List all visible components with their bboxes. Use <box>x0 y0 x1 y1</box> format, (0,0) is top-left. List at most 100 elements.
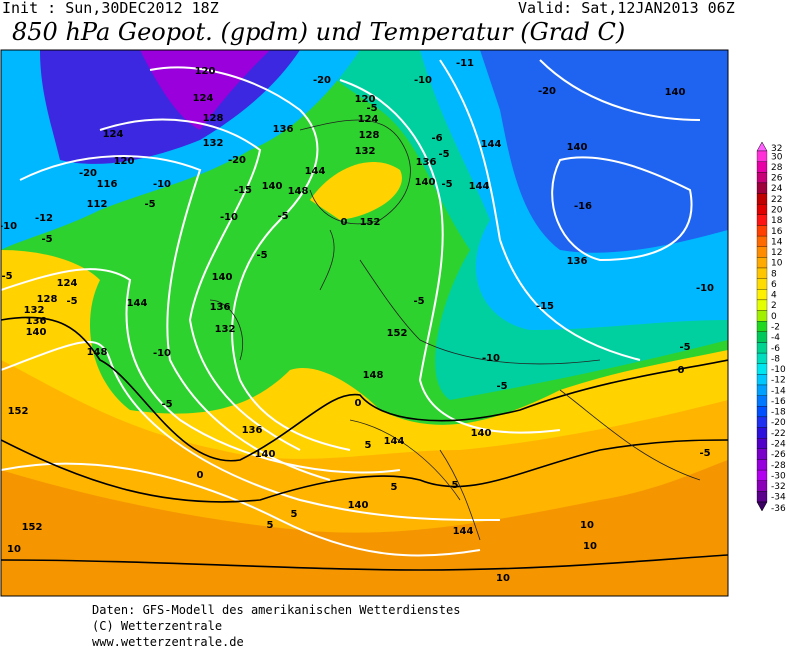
contour-label: 5 <box>452 480 459 491</box>
colorbar-label: 26 <box>771 174 783 184</box>
colorbar-cell <box>756 161 768 173</box>
contour-label: 136 <box>273 124 294 135</box>
contour-label: 0 <box>341 217 348 228</box>
contour-label: -5 <box>366 103 377 114</box>
colorbar-label: -14 <box>771 386 786 396</box>
colorbar-label: -10 <box>771 365 786 375</box>
contour-label: 144 <box>453 526 474 537</box>
contour-label: -5 <box>161 399 172 410</box>
colorbar-label: -6 <box>771 344 780 354</box>
colorbar-cell <box>756 246 768 258</box>
colorbar-label: 2 <box>771 301 777 311</box>
contour-label: -6 <box>431 133 442 144</box>
colorbar-cell <box>756 299 768 311</box>
colorbar-label: -32 <box>771 482 786 492</box>
colorbar-cell <box>756 491 768 503</box>
geopotential-contours <box>1 59 701 557</box>
contour-label: 148 <box>363 370 384 381</box>
colorbar-label: -2 <box>771 323 780 333</box>
colorbar-label: -12 <box>771 376 786 386</box>
contour-label: 10 <box>580 520 594 531</box>
contour-label: -20 <box>313 75 331 86</box>
colorbar-cell <box>756 182 768 194</box>
contour-label: -15 <box>234 185 252 196</box>
contour-label: 132 <box>24 305 45 316</box>
valid-time: Valid: Sat,12JAN2013 06Z <box>518 0 735 17</box>
contour-label: -5 <box>66 296 77 307</box>
colorbar-cap <box>756 501 768 512</box>
contour-label: 132 <box>355 146 376 157</box>
footer-line: Daten: GFS-Modell des amerikanischen Wet… <box>92 603 460 617</box>
colorbar-label: -34 <box>771 493 786 503</box>
contour-label: 136 <box>242 425 263 436</box>
colorbar-cell <box>756 193 768 205</box>
colorbar-cell <box>756 352 768 364</box>
colorbar-label: 18 <box>771 216 783 226</box>
contour-label: 5 <box>365 440 372 451</box>
colorbar-label: 28 <box>771 163 783 173</box>
contour-label: -20 <box>228 155 246 166</box>
colorbar-cell <box>756 150 768 162</box>
contour-label: 112 <box>87 199 108 210</box>
contour-label: 124 <box>358 114 379 125</box>
colorbar-cell <box>756 289 768 301</box>
colorbar-label: 6 <box>771 280 777 290</box>
contour-label: -5 <box>256 250 267 261</box>
contour-label: 140 <box>348 500 369 511</box>
temperature-contours <box>1 316 728 571</box>
contour-label: 5 <box>391 482 398 493</box>
contour-label: 132 <box>215 324 236 335</box>
colorbar-label: -24 <box>771 440 786 450</box>
colorbar-label: 0 <box>771 312 777 322</box>
colorbar-cell <box>756 214 768 226</box>
contour-label: 152 <box>22 522 43 533</box>
colorbar-cell <box>756 416 768 428</box>
nw-coldest-region <box>140 50 270 130</box>
contour-label: -10 <box>220 212 238 223</box>
contour-label: -11 <box>456 58 474 69</box>
contour-label: 144 <box>305 166 326 177</box>
colorbar-cell <box>756 172 768 184</box>
contour-label: 136 <box>567 256 588 267</box>
contour-label: -5 <box>413 296 424 307</box>
contour-label: 140 <box>471 428 492 439</box>
colorbar-cell <box>756 469 768 481</box>
contour-label: -5 <box>41 234 52 245</box>
colorbar-cell <box>756 459 768 471</box>
footer-line: www.wetterzentrale.de <box>92 635 244 648</box>
colorbar-label: -4 <box>771 333 780 343</box>
contour-label: 116 <box>97 179 118 190</box>
colorbar-label: -26 <box>771 450 786 460</box>
colorbar-label: 4 <box>771 291 777 301</box>
contour-label: 10 <box>496 573 510 584</box>
colorbar-cell <box>756 204 768 215</box>
contour-label: 124 <box>193 93 214 104</box>
contour-label: -5 <box>441 179 452 190</box>
colorbar-label: -28 <box>771 461 786 471</box>
contour-label: -5 <box>438 149 449 160</box>
contour-label: -20 <box>79 168 97 179</box>
colorbar-cell <box>756 438 768 449</box>
colorbar-cell <box>756 427 768 439</box>
contour-label: 120 <box>114 156 135 167</box>
contour-label: 128 <box>203 113 224 124</box>
contour-label: 5 <box>291 509 298 520</box>
colorbar-label: 20 <box>771 206 783 216</box>
contour-label: -5 <box>679 342 690 353</box>
colorbar-label: -22 <box>771 429 786 439</box>
contour-label: 0 <box>197 470 204 481</box>
colorbar-label: 14 <box>771 237 783 247</box>
colorbar-cell <box>756 448 768 460</box>
contour-label: 136 <box>416 157 437 168</box>
colorbar: 32302826242220181614121086420-2-4-6-8-10… <box>756 141 786 514</box>
contour-label: -12 <box>35 213 53 224</box>
colorbar-cell <box>756 257 768 269</box>
colorbar-cell <box>756 331 768 343</box>
colorbar-label: -16 <box>771 397 786 407</box>
colorbar-label: 24 <box>771 184 783 194</box>
contour-label: 140 <box>415 177 436 188</box>
contour-label: 140 <box>212 272 233 283</box>
colorbar-label: 22 <box>771 195 782 205</box>
colorbar-cell <box>756 278 768 290</box>
